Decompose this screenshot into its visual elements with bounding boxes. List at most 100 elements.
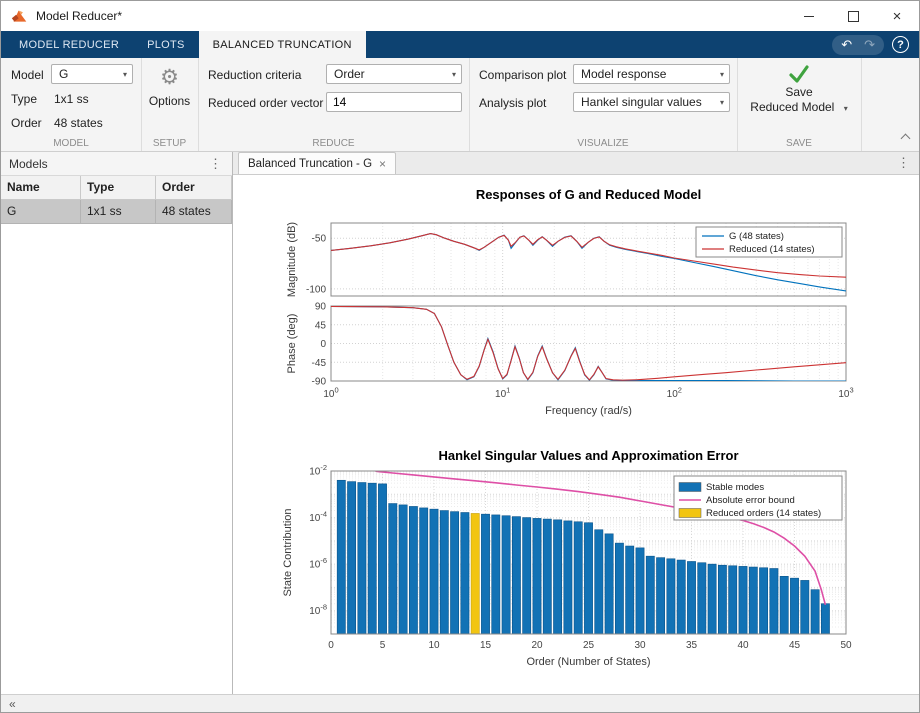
- redo-icon[interactable]: ↷: [864, 36, 875, 52]
- section-visualize: Comparison plot Model response ▾ Analysi…: [469, 58, 738, 151]
- svg-text:Stable modes: Stable modes: [706, 482, 764, 493]
- svg-text:0: 0: [328, 640, 334, 651]
- minimize-icon: [804, 15, 814, 17]
- svg-text:20: 20: [531, 640, 543, 651]
- column-header-order[interactable]: Order: [156, 176, 232, 200]
- svg-text:10-6: 10-6: [309, 556, 327, 571]
- section-save: Save Reduced Model ▾ SAVE: [737, 58, 862, 151]
- tab-balanced-truncation[interactable]: BALANCED TRUNCATION: [198, 31, 366, 58]
- section-label-model: MODEL: [53, 138, 89, 149]
- svg-text:Reduced (14 states): Reduced (14 states): [729, 244, 815, 255]
- gear-icon: ⚙: [160, 66, 179, 89]
- svg-text:Frequency (rad/s): Frequency (rad/s): [545, 405, 632, 417]
- section-model: Model G ▾ Type 1x1 ss Order 48 states MO…: [1, 58, 142, 151]
- svg-text:10: 10: [428, 640, 440, 651]
- chevron-down-icon: ▾: [843, 104, 848, 113]
- column-header-name[interactable]: Name: [1, 176, 81, 200]
- tab-model-reducer[interactable]: MODEL REDUCER: [19, 38, 120, 51]
- reduction-criteria-label: Reduction criteria: [208, 68, 302, 82]
- models-panel-title: Models: [9, 156, 48, 171]
- svg-text:90: 90: [315, 302, 327, 313]
- bode-plot[interactable]: Responses of G and Reduced Model -50 -100 9…: [233, 175, 919, 446]
- svg-text:Hankel Singular Values and App: Hankel Singular Values and Approximation…: [438, 448, 738, 463]
- save-reduced-model-button[interactable]: Save Reduced Model ▾: [743, 61, 855, 123]
- column-header-type[interactable]: Type: [81, 176, 156, 200]
- svg-text:15: 15: [480, 640, 492, 651]
- document-area: Balanced Truncation - G × ⋮ Responses of…: [233, 152, 919, 694]
- help-icon[interactable]: ?: [892, 36, 909, 53]
- options-label: Options: [148, 94, 191, 108]
- model-dropdown[interactable]: G ▾: [51, 64, 133, 84]
- close-button[interactable]: ×: [892, 7, 902, 25]
- reduction-criteria-dropdown[interactable]: Order ▾: [326, 64, 462, 84]
- chevron-down-icon: ▾: [122, 69, 127, 79]
- charts-container: Responses of G and Reduced Model -50 -100 9…: [233, 175, 919, 694]
- comparison-plot-value: Model response: [581, 67, 667, 81]
- svg-text:10-4: 10-4: [309, 510, 327, 525]
- close-tab-icon[interactable]: ×: [379, 156, 387, 171]
- reduced-order-vector-label: Reduced order vector: [208, 96, 324, 110]
- svg-text:State Contribution: State Contribution: [282, 508, 294, 596]
- model-label: Model: [11, 68, 44, 82]
- undo-redo-group: ↶ ↷: [832, 34, 884, 55]
- svg-text:-45: -45: [312, 358, 327, 369]
- svg-text:50: 50: [840, 640, 852, 651]
- section-reduce: Reduction criteria Order ▾ Reduced order…: [198, 58, 470, 151]
- chevron-down-icon: ▾: [719, 69, 724, 79]
- comparison-plot-dropdown[interactable]: Model response ▾: [573, 64, 730, 84]
- chevron-down-icon: ▾: [451, 69, 456, 79]
- document-tab-bar: Balanced Truncation - G × ⋮: [233, 152, 919, 175]
- model-dropdown-value: G: [59, 67, 69, 81]
- panel-menu-icon[interactable]: ⋮: [209, 155, 222, 171]
- document-menu-icon[interactable]: ⋮: [897, 155, 910, 170]
- svg-text:102: 102: [667, 386, 682, 401]
- undo-icon[interactable]: ↶: [841, 36, 853, 52]
- window-title: Model Reducer*: [36, 9, 123, 23]
- collapse-panel-icon[interactable]: «: [9, 696, 16, 711]
- table-cell-name[interactable]: G: [1, 200, 81, 224]
- svg-text:Reduced orders (14 states): Reduced orders (14 states): [706, 508, 821, 519]
- analysis-plot-value: Hankel singular values: [581, 95, 702, 109]
- check-icon: [789, 65, 809, 83]
- svg-text:Order (Number of States): Order (Number of States): [526, 656, 650, 668]
- quick-access-bar: ↶ ↷ ?: [832, 31, 919, 58]
- hankel-singular-values-plot[interactable]: Hankel Singular Values and Approximation…: [233, 446, 919, 694]
- comparison-plot-label: Comparison plot: [479, 68, 567, 82]
- order-label: Order: [11, 116, 42, 130]
- section-label-save: SAVE: [786, 138, 812, 149]
- toolstrip: Model G ▾ Type 1x1 ss Order 48 states MO…: [1, 58, 919, 152]
- maximize-button[interactable]: [831, 1, 875, 31]
- section-label-reduce: REDUCE: [312, 138, 355, 149]
- document-tab-label: Balanced Truncation - G: [248, 157, 373, 170]
- table-cell-type[interactable]: 1x1 ss: [81, 200, 156, 224]
- analysis-plot-label: Analysis plot: [479, 96, 547, 110]
- svg-text:5: 5: [380, 640, 386, 651]
- svg-text:Absolute error bound: Absolute error bound: [706, 495, 795, 506]
- minimize-button[interactable]: [787, 1, 831, 31]
- svg-text:35: 35: [686, 640, 698, 651]
- svg-text:0: 0: [320, 339, 326, 350]
- svg-text:40: 40: [737, 640, 749, 651]
- svg-text:-50: -50: [312, 234, 327, 245]
- models-panel-header: Models ⋮: [1, 152, 232, 176]
- svg-text:-90: -90: [312, 377, 327, 388]
- section-label-visualize: VISUALIZE: [577, 138, 629, 149]
- window-controls: ×: [787, 1, 919, 31]
- svg-text:100: 100: [323, 386, 338, 401]
- type-label: Type: [11, 92, 38, 106]
- collapse-ribbon-button[interactable]: [900, 132, 911, 144]
- tab-plots[interactable]: PLOTS: [147, 38, 185, 51]
- svg-text:10-8: 10-8: [309, 603, 327, 618]
- svg-text:25: 25: [583, 640, 595, 651]
- status-bar: «: [1, 694, 919, 712]
- section-label-setup: SETUP: [152, 138, 187, 149]
- models-table: Name Type Order G 1x1 ss 48 states: [1, 176, 232, 224]
- svg-text:G (48 states): G (48 states): [729, 231, 784, 242]
- models-panel: Models ⋮ Name Type Order G 1x1 ss 48 sta…: [1, 152, 233, 694]
- table-cell-order[interactable]: 48 states: [156, 200, 232, 224]
- analysis-plot-dropdown[interactable]: Hankel singular values ▾: [573, 92, 730, 112]
- reduced-order-vector-input[interactable]: [326, 92, 462, 112]
- tab-balanced-truncation-g[interactable]: Balanced Truncation - G ×: [238, 152, 397, 174]
- options-button[interactable]: ⚙ Options: [144, 61, 195, 123]
